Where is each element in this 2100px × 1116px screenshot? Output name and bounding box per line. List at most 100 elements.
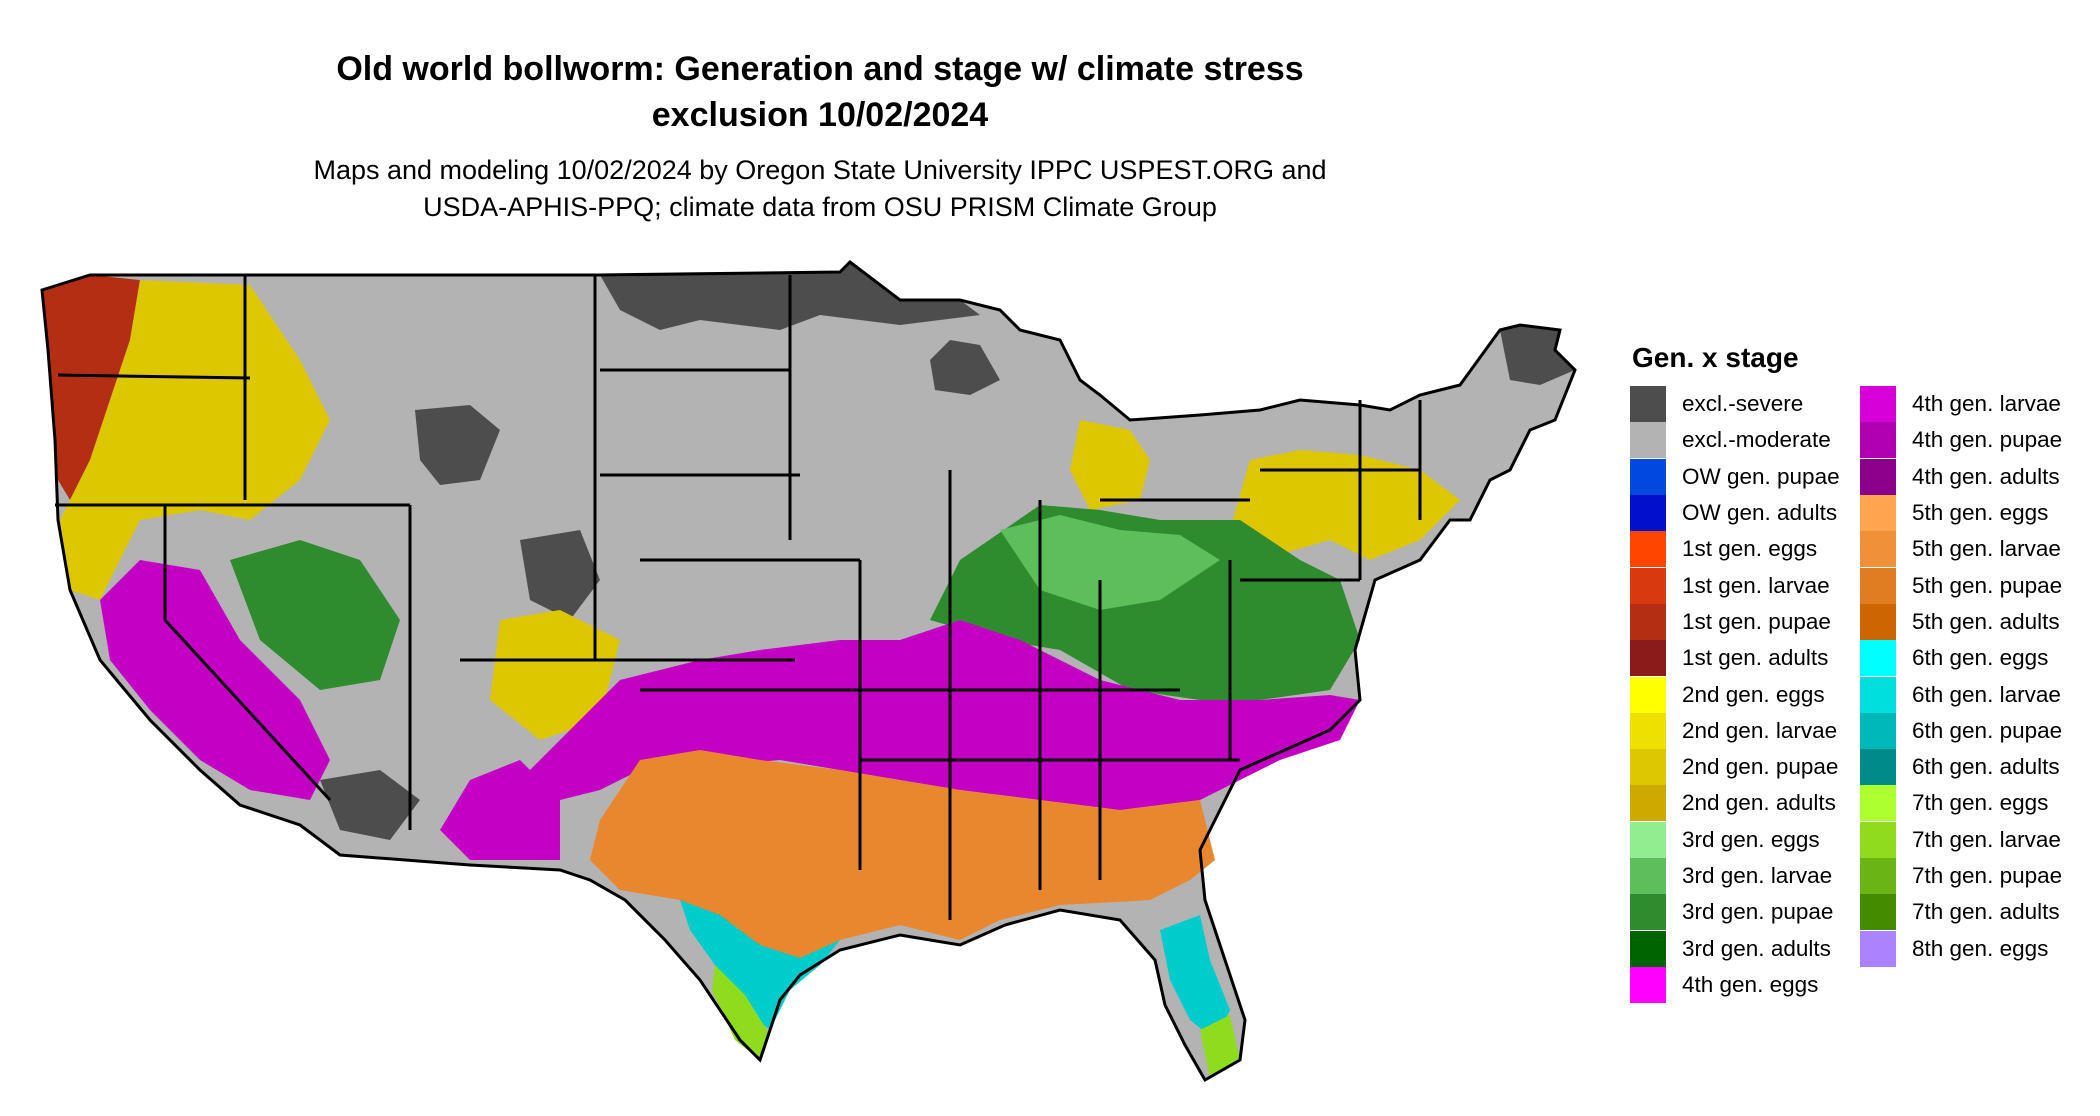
legend-label: 2nd gen. eggs <box>1682 681 1825 707</box>
legend-swatch <box>1860 640 1896 677</box>
legend-swatch <box>1860 495 1896 532</box>
legend-item: 1st gen. larvae <box>1630 567 1840 604</box>
legend-swatch <box>1630 894 1666 931</box>
legend-title: Gen. x stage <box>1632 342 1799 373</box>
legend-label: 3rd gen. larvae <box>1682 863 1833 888</box>
legend-label: 7th gen. pupae <box>1912 863 2063 888</box>
legend-column-1: excl.-severe excl.-moderate OW gen. pupae O… <box>1630 386 1840 1003</box>
legend-label: 5th gen. larvae <box>1912 536 2061 562</box>
legend-item: 7th gen. eggs <box>1860 785 2062 822</box>
legend-swatch <box>1630 386 1666 423</box>
legend-label: 3rd gen. eggs <box>1682 826 1820 852</box>
legend-item: 3rd gen. eggs <box>1630 821 1840 858</box>
legend-item: 4th gen. pupae <box>1860 422 2062 459</box>
legend-item: 6th gen. pupae <box>1860 712 2063 749</box>
legend-swatch <box>1860 930 1896 967</box>
map-region-7th-gen <box>712 965 1240 1078</box>
legend-swatch <box>1860 785 1896 822</box>
legend-label: 7th gen. eggs <box>1912 790 2049 816</box>
legend-item: 5th gen. pupae <box>1860 567 2063 604</box>
legend-swatch <box>1630 712 1666 749</box>
map-state-borders <box>40 260 1577 1083</box>
map-title-line-2: exclusion 10/02/2024 <box>651 96 989 134</box>
legend-item: 2nd gen. adults <box>1630 785 1840 822</box>
legend-item: 2nd gen. pupae <box>1630 749 1840 786</box>
legend-swatch <box>1630 567 1666 604</box>
map-title: Old world bollworm: Generation and stage… <box>170 46 1470 138</box>
legend-label: 3rd gen. pupae <box>1682 899 1834 925</box>
legend-item: excl.-moderate <box>1630 422 1840 459</box>
legend-item: 3rd gen. pupae <box>1630 894 1840 931</box>
legend-swatch <box>1860 458 1896 495</box>
legend-swatch <box>1630 821 1666 858</box>
legend-label: 1st gen. larvae <box>1682 572 1830 598</box>
legend-label: 7th gen. larvae <box>1912 826 2061 852</box>
legend-item: 4th gen. eggs <box>1630 966 1840 1003</box>
legend-label: 7th gen. adults <box>1912 899 2060 925</box>
legend-swatch <box>1630 785 1666 822</box>
legend-swatch <box>1630 930 1666 967</box>
legend-swatch <box>1630 640 1666 677</box>
legend-swatch <box>1860 894 1896 931</box>
legend-label: 2nd gen. pupae <box>1682 754 1839 780</box>
legend-item: 2nd gen. larvae <box>1630 712 1840 749</box>
legend-swatch <box>1630 495 1666 532</box>
legend-item: 1st gen. eggs <box>1630 531 1840 568</box>
legend-column-2: 4th gen. larvae 4th gen. pupae 4th gen. ad… <box>1860 386 2062 967</box>
legend-label: 1st gen. eggs <box>1682 536 1818 562</box>
legend-item: OW gen. pupae <box>1630 458 1840 495</box>
legend-swatch <box>1860 858 1896 894</box>
legend-item: 4th gen. adults <box>1860 458 2062 495</box>
legend-item: 6th gen. larvae <box>1860 676 2062 713</box>
legend-swatch <box>1860 676 1896 713</box>
legend-swatch <box>1860 422 1896 459</box>
legend-item: 3rd gen. adults <box>1630 930 1840 967</box>
map-region-excl-severe <box>320 262 1575 840</box>
legend-swatch <box>1630 531 1666 568</box>
legend-swatch <box>1630 966 1666 1003</box>
legend-item: 6th gen. adults <box>1860 749 2062 786</box>
legend-label: excl.-moderate <box>1682 427 1831 453</box>
legend-swatch <box>1860 386 1896 423</box>
legend-item: 7th gen. pupae <box>1860 858 2062 894</box>
legend-swatch <box>1630 676 1666 713</box>
legend-label: 6th gen. larvae <box>1912 681 2061 707</box>
legend-label: OW gen. adults <box>1682 500 1838 526</box>
legend-item: 2nd gen. eggs <box>1630 676 1840 713</box>
legend-swatch <box>1860 567 1896 604</box>
legend-swatch <box>1860 712 1896 749</box>
legend-label: 5th gen. adults <box>1912 608 2060 634</box>
legend-label: 4th gen. eggs <box>1682 971 1819 997</box>
map-subtitle-line-2: USDA-APHIS-PPQ; climate data from OSU PR… <box>423 192 1217 222</box>
legend-label: 5th gen. eggs <box>1912 500 2049 526</box>
legend-label: 6th gen. pupae <box>1912 717 2063 743</box>
legend-swatch <box>1630 458 1666 495</box>
legend-item: 4th gen. larvae <box>1860 386 2062 423</box>
legend-label: 1st gen. adults <box>1682 645 1829 671</box>
legend-item: 5th gen. larvae <box>1860 531 2062 568</box>
legend-swatch <box>1860 531 1896 568</box>
legend-label: 5th gen. pupae <box>1912 572 2063 598</box>
legend-swatch <box>1630 858 1666 894</box>
legend-swatch <box>1630 603 1666 640</box>
legend-label: 4th gen. adults <box>1912 463 2060 489</box>
legend-swatch <box>1860 821 1896 858</box>
map-region-3rd-gen-light <box>1000 515 1220 610</box>
legend-item: 1st gen. adults <box>1630 640 1840 677</box>
legend-label: OW gen. pupae <box>1682 463 1840 489</box>
legend-item: OW gen. adults <box>1630 495 1840 532</box>
legend-item: 6th gen. eggs <box>1860 640 2062 677</box>
legend-label: 1st gen. pupae <box>1682 608 1831 634</box>
legend-label: 3rd gen. adults <box>1682 935 1831 961</box>
legend-label: 4th gen. larvae <box>1912 391 2061 417</box>
us-map <box>40 260 1577 1083</box>
legend-item: excl.-severe <box>1630 386 1840 423</box>
legend-label: 8th gen. eggs <box>1912 935 2049 961</box>
legend-swatch <box>1860 749 1896 786</box>
legend-item: 1st gen. pupae <box>1630 603 1840 640</box>
map-region-5th-gen <box>590 750 1215 960</box>
legend-item: 7th gen. larvae <box>1860 821 2062 858</box>
legend-swatch <box>1860 603 1896 640</box>
legend-label: excl.-severe <box>1682 391 1804 417</box>
legend-label: 2nd gen. adults <box>1682 790 1836 816</box>
